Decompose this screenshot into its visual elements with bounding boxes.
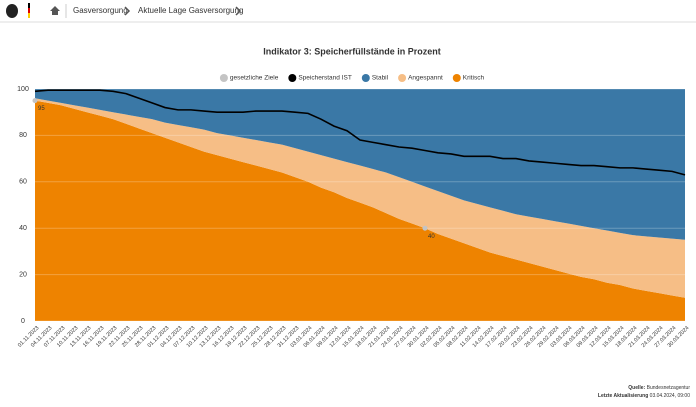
legend-marker [219,74,228,82]
top-bar [0,0,696,22]
home-icon[interactable] [50,6,60,15]
area [35,89,685,240]
legend-label: Kritisch [463,75,485,82]
legend-marker [398,74,407,82]
target-point [32,98,38,104]
updated-value: 03.04.2024, 09:00 [650,393,691,399]
source-value: Bundesnetzagentur [647,385,691,391]
area [35,98,685,298]
breadcrumb-link[interactable]: Gasversorgung [73,6,128,15]
legend-label: gesetzliche Ziele [230,75,279,82]
y-tick-label: 100 [17,86,29,93]
legend: gesetzliche Ziele Speicherstand IST Stabil… [219,74,485,82]
source: Quelle: Bundesnetzagentur [628,385,690,391]
chevron [124,6,131,16]
plot [35,89,685,321]
y-tick-label: 40 [19,225,27,232]
y-tick-label: 60 [19,179,27,186]
legend-marker [361,74,370,82]
logo [6,3,30,18]
updated: Letzte Aktualisierung 03.04.2024, 09:00 [598,393,690,399]
data-label: 40 [428,234,435,240]
legend-label: Angespannt [408,75,443,82]
legend-marker [452,74,461,82]
breadcrumb-link[interactable]: Aktuelle Lage Gasversorgung [138,6,243,15]
chevron [235,6,242,16]
area [35,100,685,321]
legend-label: Speicherstand IST [298,75,352,82]
source-label: Quelle: [628,385,645,391]
y-tick-label: 80 [19,132,27,139]
line [34,89,686,176]
legend-label: Stabil [372,75,389,82]
legend-marker [288,74,297,82]
data-label: 95 [38,106,45,112]
updated-label: Letzte Aktualisierung [598,393,648,399]
y-tick-label: 20 [19,271,27,278]
target-point [422,225,428,231]
chart-title: Indikator 3: Speicherfüllstände in Proze… [263,46,441,56]
y-tick-label: 0 [21,318,25,325]
